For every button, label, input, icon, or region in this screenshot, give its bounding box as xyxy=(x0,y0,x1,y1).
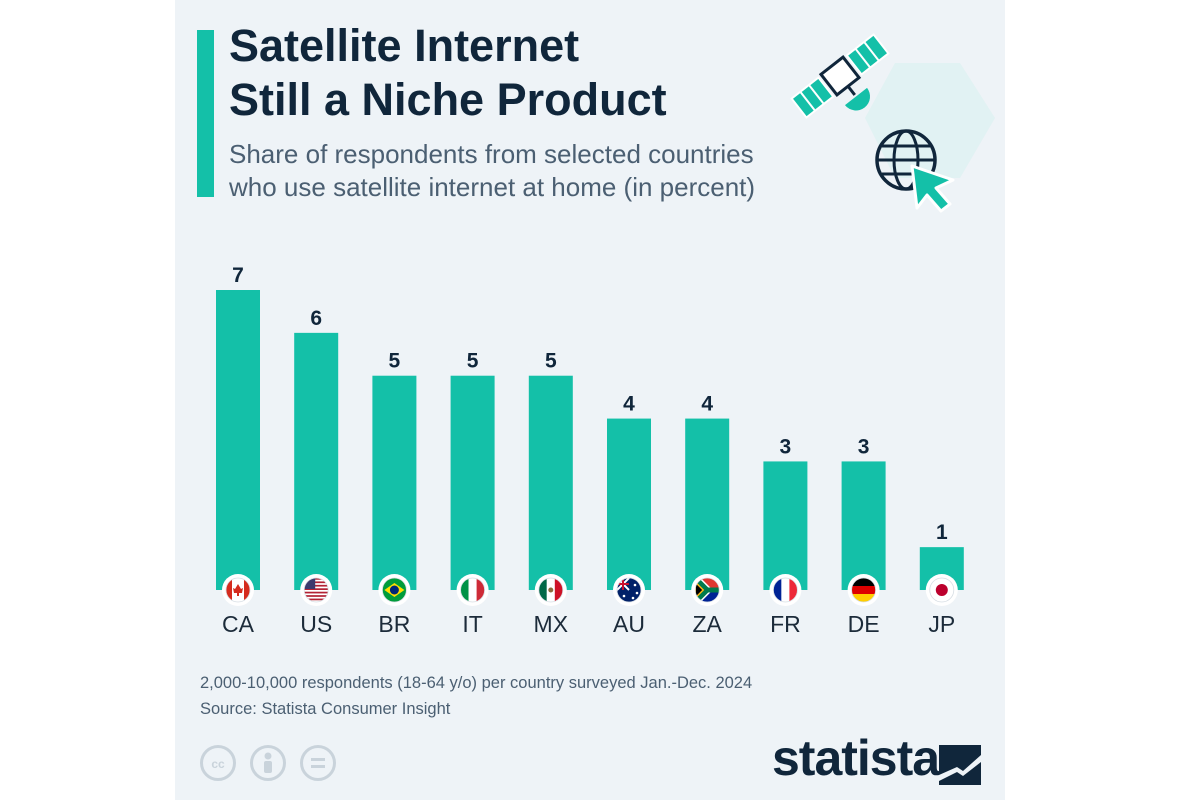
globe-icon xyxy=(875,129,937,191)
infographic-card: Satellite Internet Still a Niche Product… xyxy=(175,0,1005,800)
mexico-flag-icon xyxy=(534,574,567,606)
bar-group-mx: 5 MX xyxy=(528,350,573,637)
germany-flag-icon xyxy=(847,574,880,606)
chart-title-line-1: Satellite Internet xyxy=(229,20,580,71)
category-label-it: IT xyxy=(462,611,482,637)
no-derivatives-icon[interactable] xyxy=(300,745,336,781)
bar-group-jp: 1 JP xyxy=(919,521,964,637)
bar-za xyxy=(685,418,730,590)
category-label-au: AU xyxy=(613,611,645,637)
bar-fr xyxy=(763,461,808,590)
category-label-za: ZA xyxy=(693,611,723,637)
south-africa-flag-icon xyxy=(691,574,724,606)
value-label-br: 5 xyxy=(389,350,401,373)
france-flag-icon xyxy=(769,574,802,606)
category-label-jp: JP xyxy=(928,611,955,637)
satellite-icon xyxy=(790,33,890,119)
bar-group-fr: 3 FR xyxy=(763,435,808,637)
bar-it xyxy=(450,375,495,590)
bar-group-au: 4 AU xyxy=(607,393,651,637)
australia-flag-icon xyxy=(613,574,645,606)
value-label-it: 5 xyxy=(467,350,479,373)
statista-logo-text: statista xyxy=(772,730,940,786)
bar-de xyxy=(841,461,886,590)
bar-br xyxy=(372,375,417,590)
bar-group-it: 5 IT xyxy=(450,350,495,637)
category-label-ca: CA xyxy=(222,611,255,637)
category-label-us: US xyxy=(300,611,332,637)
japan-flag-icon xyxy=(925,574,958,606)
svg-text:cc: cc xyxy=(211,757,225,771)
italy-flag-icon xyxy=(456,574,489,606)
value-label-fr: 3 xyxy=(780,435,792,458)
category-label-mx: MX xyxy=(534,611,569,637)
value-label-jp: 1 xyxy=(936,521,948,544)
value-label-de: 3 xyxy=(858,435,870,458)
bar-group-ca: 7 CA xyxy=(216,264,260,637)
value-label-za: 4 xyxy=(701,393,713,416)
value-label-us: 6 xyxy=(310,307,322,330)
brazil-flag-icon xyxy=(378,574,411,606)
bar-au xyxy=(607,418,651,590)
header-illustration xyxy=(790,33,995,213)
title-accent-bar xyxy=(197,30,214,197)
bar-mx xyxy=(528,375,573,590)
chart-subtitle-line-2: who use satellite internet at home (in p… xyxy=(229,172,756,202)
cursor-arrow-icon xyxy=(910,164,955,213)
category-label-de: DE xyxy=(848,611,880,637)
footnote: 2,000-10,000 respondents (18-64 y/o) per… xyxy=(200,674,753,692)
bar-group-de: 3 DE xyxy=(841,435,886,637)
usa-flag-icon xyxy=(300,574,333,606)
creative-commons-icon[interactable]: cc xyxy=(200,745,236,781)
hexagon-backdrop xyxy=(865,63,995,178)
value-label-ca: 7 xyxy=(232,264,244,287)
bar-group-br: 5 BR xyxy=(372,350,417,637)
bar-chart: 7 CA 6 US 5 BR 5 IT 5 MX 4 AU 4 ZA 3 FR 3 DE 1 JP xyxy=(216,264,964,637)
canada-flag-icon xyxy=(222,574,254,606)
value-label-au: 4 xyxy=(623,393,635,416)
attribution-person-icon[interactable] xyxy=(250,745,286,781)
statista-logo-mark-icon xyxy=(939,745,981,785)
source-note: Source: Statista Consumer Insight xyxy=(200,700,451,718)
category-label-fr: FR xyxy=(770,611,801,637)
chart-subtitle-line-1: Share of respondents from selected count… xyxy=(229,139,754,169)
bar-group-za: 4 ZA xyxy=(685,393,730,637)
bar-us xyxy=(294,332,339,590)
category-label-br: BR xyxy=(378,611,410,637)
chart-title-line-2: Still a Niche Product xyxy=(229,74,667,125)
bar-ca xyxy=(216,290,260,590)
bar-group-us: 6 US xyxy=(294,307,339,637)
value-label-mx: 5 xyxy=(545,350,557,373)
